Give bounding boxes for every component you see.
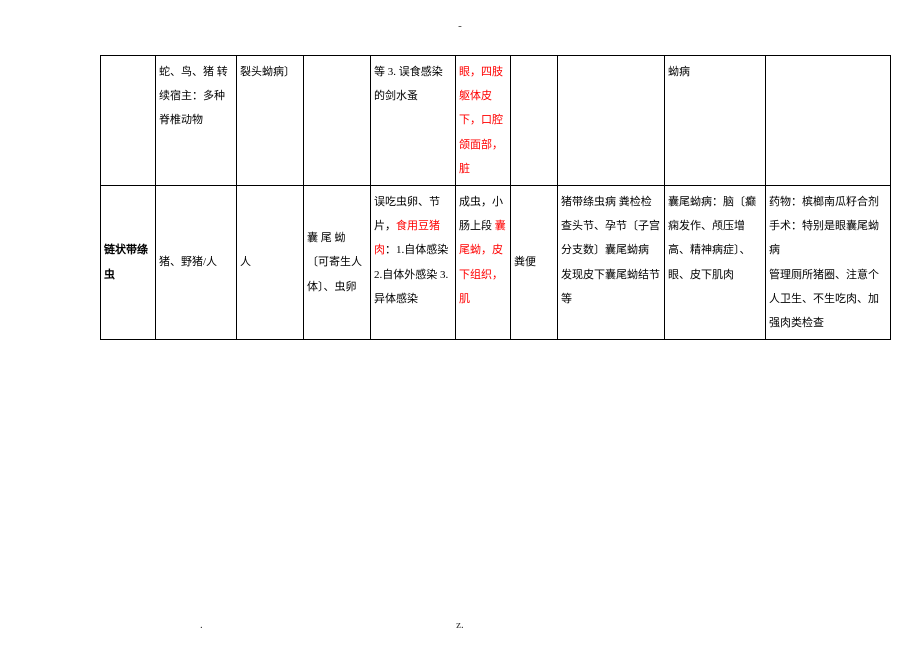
cell-text: 裂头蚴病〕	[240, 66, 295, 78]
table-cell: 囊 尾 蚴〔可寄生人体〕、虫卵	[304, 185, 371, 339]
page-marker-top: -	[458, 20, 462, 32]
table-row: 链状带绦虫猪、野猪/人 人 囊 尾 蚴〔可寄生人体〕、虫卵误吃虫卵、节片，食用豆猪肉…	[101, 185, 891, 339]
table-cell: 蛇、鸟、猪 转续宿主：多种脊椎动物	[156, 56, 237, 186]
cell-text: 药物：槟榔南瓜籽合剂手术：特别是眼囊尾蚴病管理厕所猪圈、注意个人卫生、不生吃肉、…	[769, 196, 879, 329]
table-cell: 粪便	[511, 185, 558, 339]
cell-text: 链状带绦虫	[104, 244, 148, 280]
table-cell: 人	[237, 185, 304, 339]
page-marker-bottom-center: z.	[456, 619, 464, 631]
table-cell: 眼，四肢躯体皮下，口腔颌面部，脏	[456, 56, 511, 186]
table-cell: 裂头蚴病〕	[237, 56, 304, 186]
table-cell	[766, 56, 891, 186]
table-row: 蛇、鸟、猪 转续宿主：多种脊椎动物裂头蚴病〕 等 3. 误食感染的剑水蚤眼，四肢躯…	[101, 56, 891, 186]
table-cell: 猪带绦虫病 粪检检查头节、孕节〔子宫分支数〕囊尾蚴病 发现皮下囊尾蚴结节等	[558, 185, 665, 339]
cell-text: 猪带绦虫病 粪检检查头节、孕节〔子宫分支数〕囊尾蚴病 发现皮下囊尾蚴结节等	[561, 196, 660, 305]
page-marker-bottom-left: .	[200, 619, 203, 631]
table-cell: 囊尾蚴病：脑〔癫痫发作、颅压增高、精神病症〕、眼、皮下肌肉	[665, 185, 766, 339]
cell-text: 囊尾蚴病：脑〔癫痫发作、颅压增高、精神病症〕、眼、皮下肌肉	[668, 196, 756, 281]
table-cell	[511, 56, 558, 186]
cell-text: 粪便	[514, 256, 536, 268]
table-cell: 蚴病	[665, 56, 766, 186]
cell-text: 囊尾蚴，皮下组织，肌	[459, 220, 506, 305]
cell-text: 囊 尾 蚴〔可寄生人体〕、虫卵	[307, 232, 362, 292]
table-cell: 误吃虫卵、节片，食用豆猪肉：1.自体感染 2.自体外感染 3.异体感染	[371, 185, 456, 339]
cell-text: 蛇、鸟、猪 转续宿主：多种脊椎动物	[159, 66, 228, 126]
table-cell	[101, 56, 156, 186]
table-cell: 成虫，小肠上段 囊尾蚴，皮下组织，肌	[456, 185, 511, 339]
table-cell: 药物：槟榔南瓜籽合剂手术：特别是眼囊尾蚴病管理厕所猪圈、注意个人卫生、不生吃肉、…	[766, 185, 891, 339]
cell-text: ：1.自体感染 2.自体外感染 3.异体感染	[374, 244, 448, 304]
cell-text: 人	[240, 256, 251, 268]
cell-text: 猪、野猪/人	[159, 256, 217, 268]
table-cell	[558, 56, 665, 186]
table-cell: 链状带绦虫	[101, 185, 156, 339]
table-cell	[304, 56, 371, 186]
parasite-table: 蛇、鸟、猪 转续宿主：多种脊椎动物裂头蚴病〕 等 3. 误食感染的剑水蚤眼，四肢躯…	[100, 55, 891, 340]
cell-text: 眼，四肢躯体皮下，口腔颌面部，脏	[459, 66, 503, 175]
cell-text: 等 3. 误食感染的剑水蚤	[374, 66, 443, 102]
cell-text: 蚴病	[668, 66, 690, 78]
table-cell: 猪、野猪/人	[156, 185, 237, 339]
table-cell: 等 3. 误食感染的剑水蚤	[371, 56, 456, 186]
